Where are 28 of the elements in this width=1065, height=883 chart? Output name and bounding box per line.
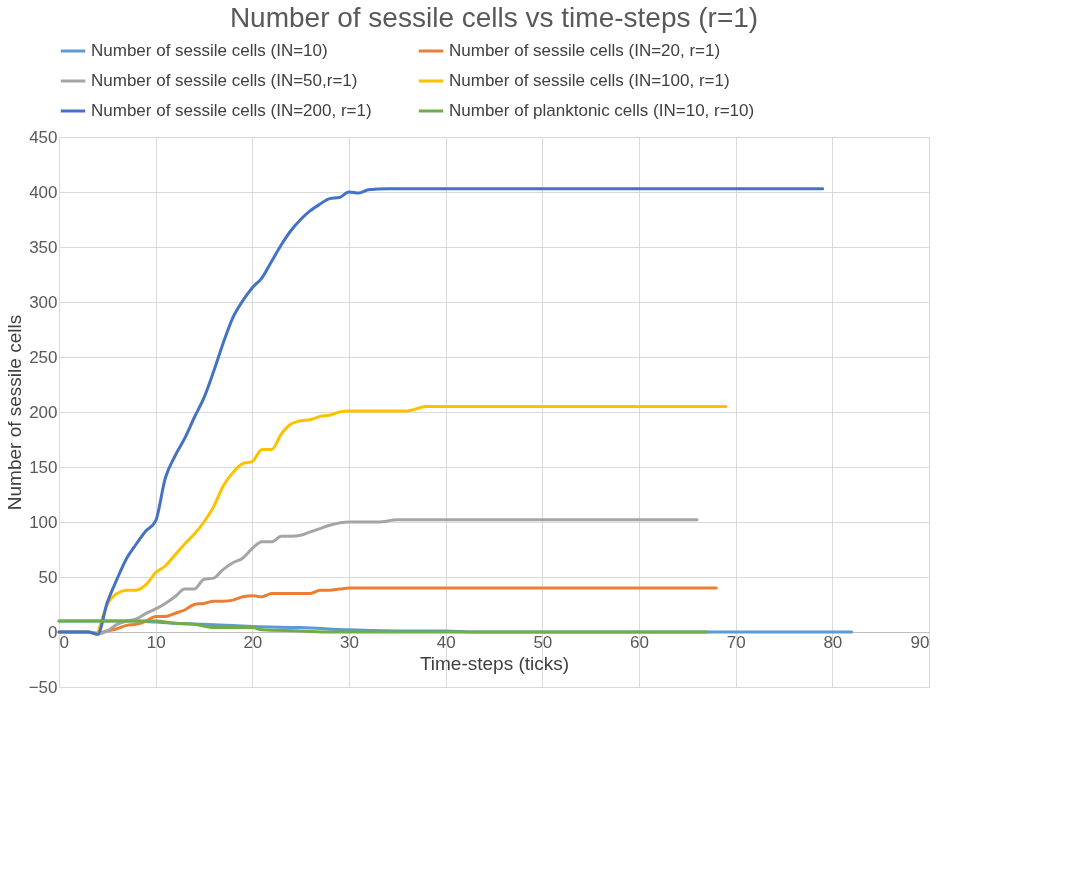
legend-label: Number of sessile cells (IN=20, r=1) [449,41,721,60]
y-tick-label: 400 [29,182,58,202]
y-tick-label: 350 [29,237,58,257]
y-tick-label: 250 [29,347,58,367]
y-tick-label: 50 [38,567,58,587]
legend-label: Number of sessile cells (IN=100, r=1) [449,71,730,90]
y-tick-label: 150 [29,457,58,477]
y-tick-label: 200 [29,402,58,422]
chart-title: Number of sessile cells vs time-steps (r=1) [229,2,759,33]
y-tick-label: 450 [29,127,58,147]
x-tick-label: 90 [910,632,930,652]
y-tick-label: 100 [29,512,58,532]
y-tick-label: 300 [29,292,58,312]
x-tick-label: 10 [146,632,166,652]
legend-label: Number of sessile cells (IN=10) [91,41,328,60]
x-tick-label: 30 [340,632,359,652]
legend-label: Number of planktonic cells (IN=10, r=10) [449,101,755,120]
y-tick-label: −50 [28,677,58,697]
x-tick-label: 20 [243,632,263,652]
x-tick-label: 50 [533,632,553,652]
x-tick-label: 60 [630,632,649,652]
x-tick-label: 70 [726,632,746,652]
x-axis-title: Time-steps (ticks) [419,652,570,674]
legend-label: Number of sessile cells (IN=50,r=1) [91,71,358,90]
x-tick-label: 80 [823,632,843,652]
y-axis-title: Number of sessile cells [3,314,25,511]
x-tick-label: 40 [436,632,456,652]
legend-label: Number of sessile cells (IN=200, r=1) [91,101,372,120]
